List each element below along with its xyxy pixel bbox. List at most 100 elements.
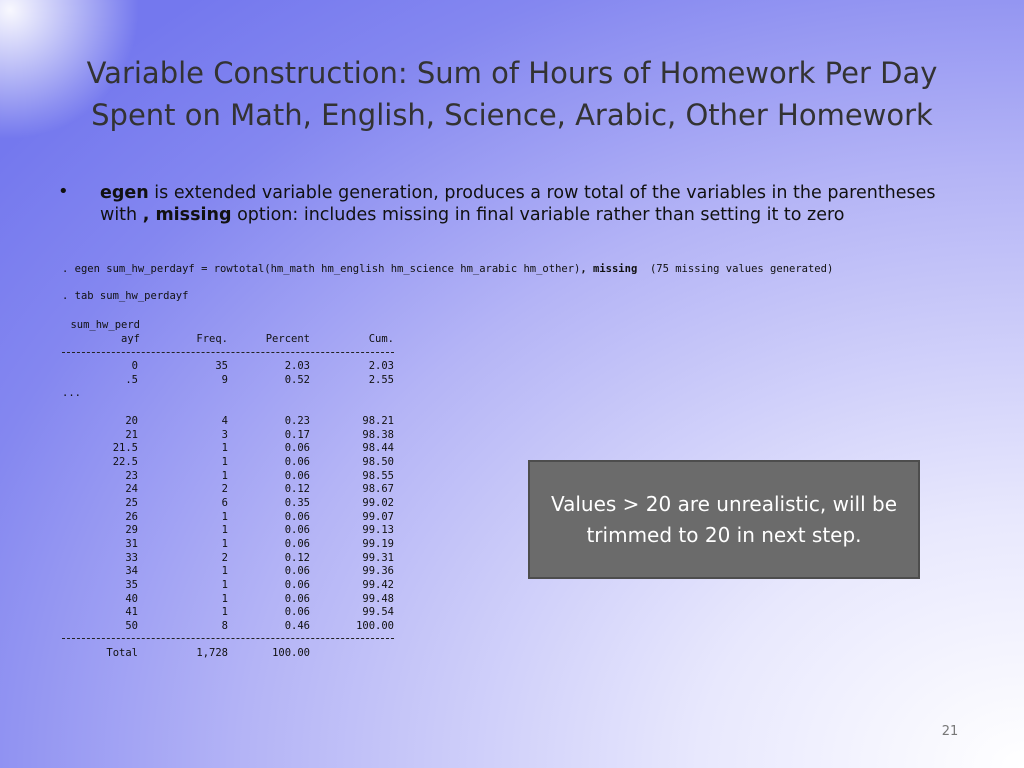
column-divider [0,14,1024,28]
total-label: Total [106,647,138,659]
row-value: 23 [125,469,138,482]
code-line: . tab sum_hw_perdayf [62,290,189,302]
table-cell: 0.52 [284,373,310,386]
table-cell: 0.06 [284,524,310,537]
table-cell: 99.13 [362,524,394,537]
table-cell: 98.67 [362,483,394,496]
callout-text: Values > 20 are unrealistic, will be tri… [550,491,898,547]
table-cell: 9 [221,373,228,386]
row-value: 50 [125,620,138,633]
column-divider [0,238,1024,252]
table-cell: 99.36 [362,565,394,578]
column-header: Percent [265,333,310,345]
table-cell: 2.03 [284,360,310,372]
code-option: , missing [580,263,638,275]
table-cell: 3 [221,428,228,441]
callout: Values > 20 are unrealistic, will be tri… [528,460,920,579]
table-cell: 1 [221,524,228,537]
row-value: 25 [125,497,138,510]
table-cell: 6 [221,497,228,510]
table-cell: 4 [221,415,228,427]
row-value: 34 [125,565,138,578]
separator [62,638,394,639]
table-cell: 2.55 [368,373,394,386]
row-value: .5 [125,373,138,386]
ellipsis: ... [62,387,81,399]
column-divider [0,28,1024,42]
table-cell: 99.07 [362,510,394,523]
column-header: Freq. [196,333,228,345]
total-freq: 1,728 [196,647,228,659]
table-cell: 1 [221,579,228,592]
table-cell: 98.38 [362,428,394,441]
table-cell: 0.35 [284,497,310,510]
code-note: (75 missing values generated) [649,263,834,275]
page-number: 21 [941,724,959,739]
row-value: 31 [125,538,138,551]
bullet-text: egen is extended variable generation, pr… [100,182,950,226]
table-cell: 0.12 [284,551,310,564]
table-cell: 8 [221,620,228,633]
table-cell: 99.02 [362,497,394,510]
text: is extended variable generation, produce… [100,183,936,225]
code-line: . egen sum_hw_perdayf = rowtotal(hm_math… [62,263,833,275]
column-divider [0,224,1024,238]
table-cell: 1 [221,538,228,551]
table-cell: 0.06 [284,606,310,619]
table-cell: 0.06 [284,469,310,482]
separator [62,352,394,353]
table-cell: 99.48 [362,592,394,605]
table-cell: 1 [221,510,228,523]
bold-text: , missing [142,205,232,225]
table-cell: 2 [221,551,228,564]
table-cell: 98.21 [362,415,394,427]
table-cell: 1 [221,565,228,578]
table-cell: 0.06 [284,565,310,578]
table-cell: 100.00 [356,620,394,633]
row-value: 40 [125,592,138,605]
row-value: 33 [125,551,138,564]
table-cell: 2 [221,483,228,496]
bold-text: egen [100,183,149,203]
row-value: 24 [125,483,138,496]
row-value: 21 [125,428,138,441]
row-header: ayf [121,333,140,345]
table-cell: 2.03 [368,360,394,372]
table-cell: 0.23 [284,415,310,427]
row-value: 35 [125,579,138,592]
total-percent: 100.00 [272,647,310,659]
table-cell: 98.50 [362,456,394,468]
column-divider [0,0,1024,14]
table-cell: 0.17 [284,428,310,441]
text: option: includes missing in final variab… [231,205,845,225]
table-cell: 99.42 [362,579,394,592]
table-cell: 1 [221,592,228,605]
table-cell: 99.31 [362,551,394,564]
column-header: Cum. [368,333,394,345]
table-cell: 98.55 [362,469,394,482]
column-divider [0,154,1024,168]
table-cell: 0.06 [284,456,310,468]
row-value: 20 [125,415,138,427]
table-cell: 0.12 [284,483,310,496]
table-cell: 0.06 [284,592,310,605]
row-value: 29 [125,524,138,537]
table-cell: 0.06 [284,538,310,551]
column-divider [0,168,1024,182]
column-divider [0,42,1024,56]
column-divider [0,140,1024,154]
bullet-marker: • [58,181,69,202]
row-value: 22.5 [112,456,138,468]
table-cell: 1 [221,442,228,455]
row-value: 41 [125,606,138,619]
row-value: 26 [125,510,138,523]
row-value: 21.5 [112,442,138,455]
table-cell: 0.06 [284,510,310,523]
table-cell: 35 [215,360,228,372]
table-cell: 1 [221,469,228,482]
table-cell: 1 [221,606,228,619]
table-cell: 0.06 [284,442,310,455]
code: . egen sum_hw_perdayf = rowtotal(hm_math… [62,263,581,275]
table-cell: 99.54 [362,606,394,619]
